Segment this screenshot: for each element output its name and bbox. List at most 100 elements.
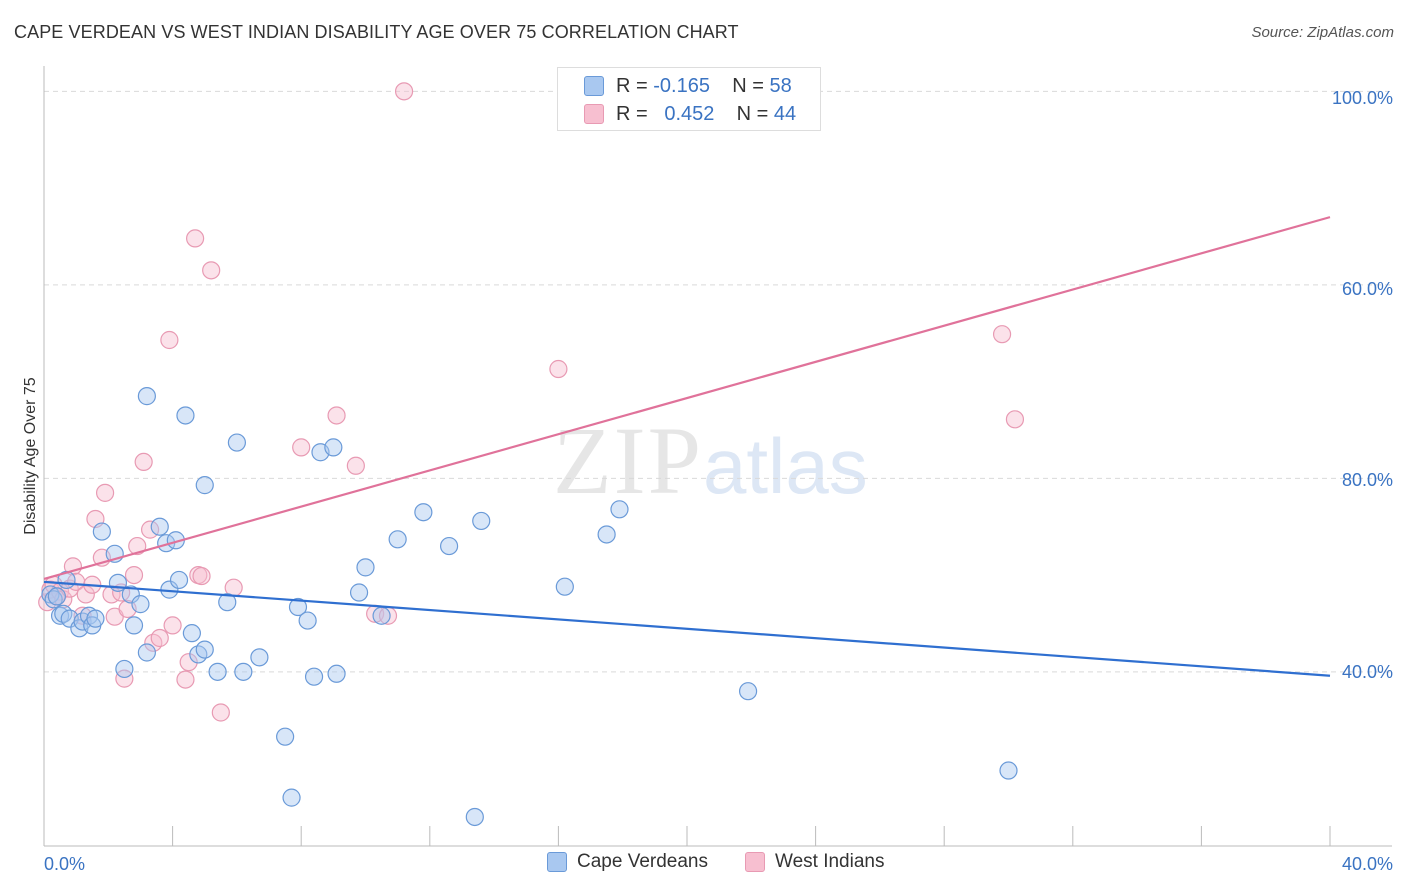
cape-verdeans-point bbox=[610, 500, 629, 519]
cape-verdeans-point bbox=[465, 807, 484, 827]
west-indians-point bbox=[134, 452, 153, 472]
cape-verdeans-point bbox=[324, 438, 343, 457]
cape-verdeans-point bbox=[176, 406, 195, 425]
cape-verdeans-point bbox=[597, 525, 616, 544]
cape-verdeans-point bbox=[195, 640, 214, 659]
west-indians-point bbox=[992, 325, 1012, 344]
west-indians-point bbox=[115, 669, 134, 688]
west-indians-point bbox=[327, 406, 346, 425]
cape-verdeans-point bbox=[349, 583, 369, 602]
cape-verdeans-point bbox=[288, 597, 308, 617]
n-label: N = bbox=[732, 74, 764, 97]
y-tick-label-1: 60.0% bbox=[1342, 279, 1393, 299]
cape-verdeans-point bbox=[218, 593, 237, 612]
west-indians-point bbox=[211, 703, 230, 722]
cape-verdeans-point bbox=[298, 611, 317, 630]
west-indians-points bbox=[38, 82, 1025, 722]
cape-verdeans-point bbox=[472, 511, 491, 531]
west-indians-point bbox=[1005, 410, 1025, 429]
y-tick-label-2: 80.0% bbox=[1342, 470, 1393, 490]
cape-verdeans-point bbox=[414, 503, 433, 522]
cape-verdeans-point bbox=[388, 530, 407, 549]
cape-verdeans-point bbox=[555, 577, 574, 596]
west-indians-point bbox=[292, 438, 311, 457]
cape-verdeans-point bbox=[124, 616, 144, 635]
cape-verdeans-point bbox=[234, 662, 253, 681]
cape-verdeans-point bbox=[44, 590, 63, 609]
cape-verdeans-point bbox=[327, 664, 346, 683]
cape-verdeans-trend-line bbox=[43, 580, 1331, 677]
cape-verdeans-point bbox=[439, 536, 459, 556]
legend-row-west-indians: R = 0.452 N = 44 bbox=[584, 101, 796, 127]
cape-verdeans-point bbox=[282, 788, 301, 807]
cape-verdeans-point bbox=[208, 662, 227, 681]
chart-title: CAPE VERDEAN VS WEST INDIAN DISABILITY A… bbox=[14, 22, 739, 42]
blue-swatch bbox=[547, 852, 567, 872]
watermark-zip: ZIP bbox=[553, 407, 703, 514]
west-indians-point bbox=[394, 82, 414, 101]
legend-row-cape-verdeans: R = -0.165 N = 58 bbox=[584, 73, 792, 99]
blue-swatch bbox=[584, 76, 604, 96]
series-label: West Indians bbox=[775, 851, 885, 872]
cape-verdeans-point bbox=[304, 667, 324, 686]
grid-lines bbox=[44, 90, 1392, 673]
west-indians-point bbox=[192, 566, 211, 586]
west-indians-point bbox=[346, 456, 365, 475]
cape-verdeans-point bbox=[121, 585, 140, 604]
cape-verdeans-point bbox=[92, 522, 111, 541]
west-indians-point bbox=[163, 616, 182, 635]
y-tick-label-3: 100.0% bbox=[1332, 88, 1393, 108]
cape-verdeans-point bbox=[41, 585, 60, 604]
west-indians-point bbox=[202, 261, 221, 280]
west-indians-point bbox=[124, 565, 144, 585]
cape-verdeans-point bbox=[131, 595, 150, 614]
n-value: 58 bbox=[769, 74, 792, 97]
n-label: N = bbox=[736, 102, 769, 125]
west-indians-point bbox=[549, 359, 568, 379]
west-indians-trend-line bbox=[43, 216, 1331, 581]
cape-verdeans-point bbox=[137, 387, 156, 406]
cape-verdeans-point bbox=[738, 682, 758, 701]
cape-verdeans-point bbox=[276, 727, 295, 746]
x-tick-label-max: 40.0% bbox=[1342, 854, 1393, 874]
bottom-legend-cape-verdeans: Cape Verdeans bbox=[547, 851, 708, 873]
x-ticks bbox=[43, 826, 1331, 846]
r-label: R = bbox=[616, 102, 648, 125]
west-indians-point bbox=[128, 536, 147, 556]
west-indians-point bbox=[160, 330, 179, 350]
pink-swatch bbox=[745, 852, 765, 872]
cape-verdeans-point bbox=[227, 433, 246, 452]
cape-verdeans-point bbox=[137, 643, 156, 662]
cape-verdeans-point bbox=[47, 587, 66, 606]
cape-verdeans-point bbox=[999, 761, 1018, 780]
west-indians-point bbox=[176, 670, 195, 689]
r-value: 0.452 bbox=[664, 102, 715, 125]
source-label: Source: ZipAtlas.com bbox=[1251, 24, 1394, 41]
watermark-atlas: atlas bbox=[703, 422, 868, 510]
west-indians-point bbox=[150, 628, 169, 648]
west-indians-point bbox=[95, 483, 115, 502]
r-value: -0.165 bbox=[653, 74, 710, 97]
cape-verdeans-point bbox=[250, 648, 269, 667]
cape-verdeans-point bbox=[182, 624, 201, 643]
x-tick-label-min: 0.0% bbox=[44, 854, 85, 874]
west-indians-point bbox=[186, 229, 205, 248]
cape-verdeans-point bbox=[150, 517, 169, 536]
cape-verdeans-point bbox=[356, 558, 375, 577]
cape-verdeans-point bbox=[115, 659, 134, 679]
axes bbox=[43, 66, 1392, 847]
bottom-legend-west-indians: West Indians bbox=[745, 851, 884, 873]
pink-swatch bbox=[584, 104, 604, 124]
cape-verdeans-point bbox=[169, 570, 189, 590]
west-indians-point bbox=[179, 653, 198, 672]
stats-legend: R = -0.165 N = 58 R = 0.452 N = 44 bbox=[557, 67, 821, 131]
cape-verdeans-point bbox=[372, 606, 391, 625]
series-label: Cape Verdeans bbox=[577, 851, 708, 872]
y-tick-label-0: 40.0% bbox=[1342, 662, 1393, 682]
cape-verdeans-points bbox=[41, 387, 1018, 827]
cape-verdeans-point bbox=[195, 476, 214, 495]
y-axis-label: Disability Age Over 75 bbox=[22, 377, 39, 535]
trend-lines bbox=[43, 216, 1331, 677]
r-label: R = bbox=[616, 74, 648, 97]
